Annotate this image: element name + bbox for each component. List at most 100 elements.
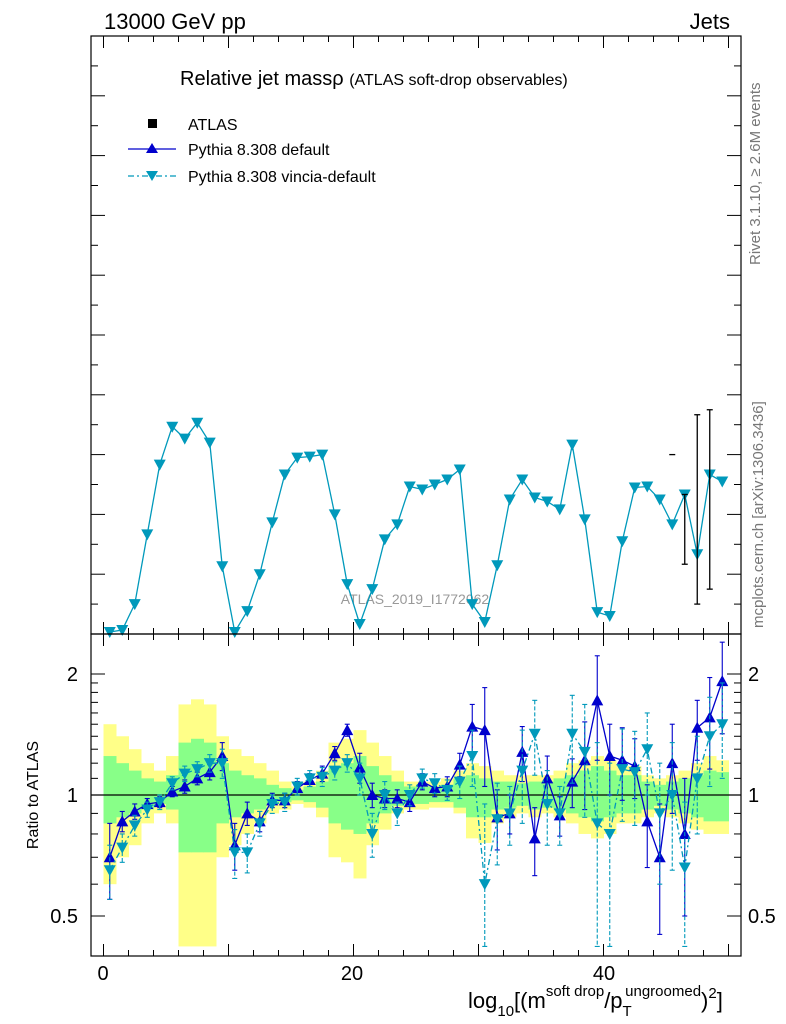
main-series-point [453, 464, 466, 476]
ratio-default-point [191, 772, 204, 784]
ratio-default-point [591, 694, 604, 706]
ratio-vincia-point [141, 804, 154, 816]
ratio-band-inner [466, 775, 479, 818]
ratio-default-point [128, 805, 141, 817]
ratio-vincia-point [628, 767, 641, 779]
main-series-point [553, 504, 566, 516]
x-tick-label-0: 0 [97, 963, 108, 985]
main-series-point [141, 529, 154, 541]
ratio-vincia-line [109, 723, 723, 885]
ratio-vincia-point [641, 744, 654, 756]
ratio-vincia-point [441, 784, 454, 796]
ratio-vincia-point [666, 790, 679, 801]
watermark: ATLAS_2019_I1772062 [341, 591, 490, 607]
ratio-vincia-point [466, 751, 479, 763]
ratio-vincia-point [478, 879, 491, 891]
main-series-point [328, 509, 341, 521]
ratio-vincia-point [166, 778, 179, 790]
ratio-band-inner [716, 772, 729, 822]
ratio-tick-label-1-left: 1 [67, 785, 78, 807]
main-series-point [241, 606, 254, 618]
main-series-point [591, 607, 604, 619]
ratio-default-point [116, 815, 129, 827]
main-series-point [166, 421, 179, 433]
ratio-band-inner [478, 778, 492, 818]
ratio-tick-label-05-right: 0.5 [748, 906, 776, 928]
ratio-vincia-point [691, 773, 704, 785]
x-tick-label-20: 20 [341, 963, 363, 985]
ratio-vincia-point [366, 828, 379, 840]
legend-marker-default [146, 143, 158, 153]
ratio-vincia-point [528, 728, 541, 740]
ratio-band-inner [141, 778, 154, 810]
main-series-point [716, 476, 729, 488]
main-series-point [303, 451, 316, 463]
header-energy: 13000 GeV pp [104, 9, 246, 34]
ratio-vincia-point [378, 790, 391, 801]
ratio-band-inner [303, 786, 317, 803]
ratio-ylabel: Ratio to ATLAS [25, 741, 42, 849]
main-series-point [366, 584, 379, 596]
main-series-line [109, 421, 723, 634]
ratio-default-point [103, 851, 116, 863]
mcplots-label: mcplots.cern.ch [arXiv:1306.3436] [750, 401, 767, 628]
ratio-vincia-point [216, 758, 229, 770]
ratio-tick-label-2-right: 2 [748, 664, 759, 686]
main-series-point [253, 569, 266, 581]
main-series-point [353, 619, 366, 631]
main-series-point [466, 599, 479, 611]
ratio-vincia-point [703, 731, 716, 743]
main-series-point [103, 627, 116, 639]
ratio-vincia-point [503, 808, 516, 820]
ratio-vincia-point [153, 797, 166, 809]
ratio-default-point [366, 789, 379, 800]
ratio-band-inner [203, 742, 217, 853]
ratio-default-point [391, 792, 404, 804]
ratio-vincia-point [203, 758, 216, 770]
ratio-vincia-point [516, 765, 529, 777]
main-series-point [378, 534, 391, 546]
main-series-point [116, 625, 129, 637]
ratio-vincia-point [116, 842, 129, 854]
legend-marker-vincia [146, 171, 158, 181]
main-series-point [578, 514, 591, 526]
ratio-default-point [603, 750, 616, 762]
main-series-point [491, 560, 504, 572]
rivet-label: Rivet 3.1.10, ≥ 2.6M events [747, 83, 764, 266]
ratio-band-inner [703, 770, 717, 822]
main-series-point [541, 496, 554, 508]
main-series-point [516, 474, 529, 486]
ratio-default-point [341, 724, 354, 736]
ratio-vincia-point [316, 771, 329, 783]
ratio-vincia-point [241, 847, 254, 859]
chart-title: Relative jet massρ (ATLAS soft-drop obse… [180, 68, 568, 90]
main-series-point [641, 481, 654, 493]
legend-label-vincia: Pythia 8.308 vincia-default [188, 169, 376, 186]
ratio-band-inner [228, 770, 242, 818]
main-series-point [666, 519, 679, 531]
main-series-point [228, 627, 241, 639]
ratio-vincia-point [328, 765, 341, 777]
ratio-default-point [466, 720, 479, 732]
x-axis-title: log10[(msoft drop/pTungroomed)2] [468, 983, 723, 1020]
ratio-default-point [178, 780, 191, 792]
main-series-point [603, 611, 616, 623]
ratio-vincia-point [278, 797, 291, 809]
main-series-point [403, 481, 416, 493]
main-series-point [653, 494, 666, 506]
main-series-point [278, 469, 291, 481]
ratio-band-inner [103, 756, 117, 824]
ratio-panel: 2 1 0.5 2 1 0.5 Ratio to ATLAS 0 20 40 l… [25, 633, 776, 1020]
ratio-vincia-point [716, 719, 729, 731]
legend-marker-atlas [148, 119, 157, 128]
main-series-point [178, 433, 191, 445]
ratio-vincia-point [128, 820, 141, 832]
ratio-tick-label-05-left: 0.5 [50, 906, 78, 928]
ratio-vincia-point [566, 728, 579, 740]
legend: ATLAS Pythia 8.308 default Pythia 8.308 … [128, 117, 376, 186]
ratio-vincia-point [603, 828, 616, 840]
legend-label-default: Pythia 8.308 default [188, 142, 330, 159]
main-series-point [428, 479, 441, 491]
ratio-tick-label-1-right: 1 [748, 785, 759, 807]
